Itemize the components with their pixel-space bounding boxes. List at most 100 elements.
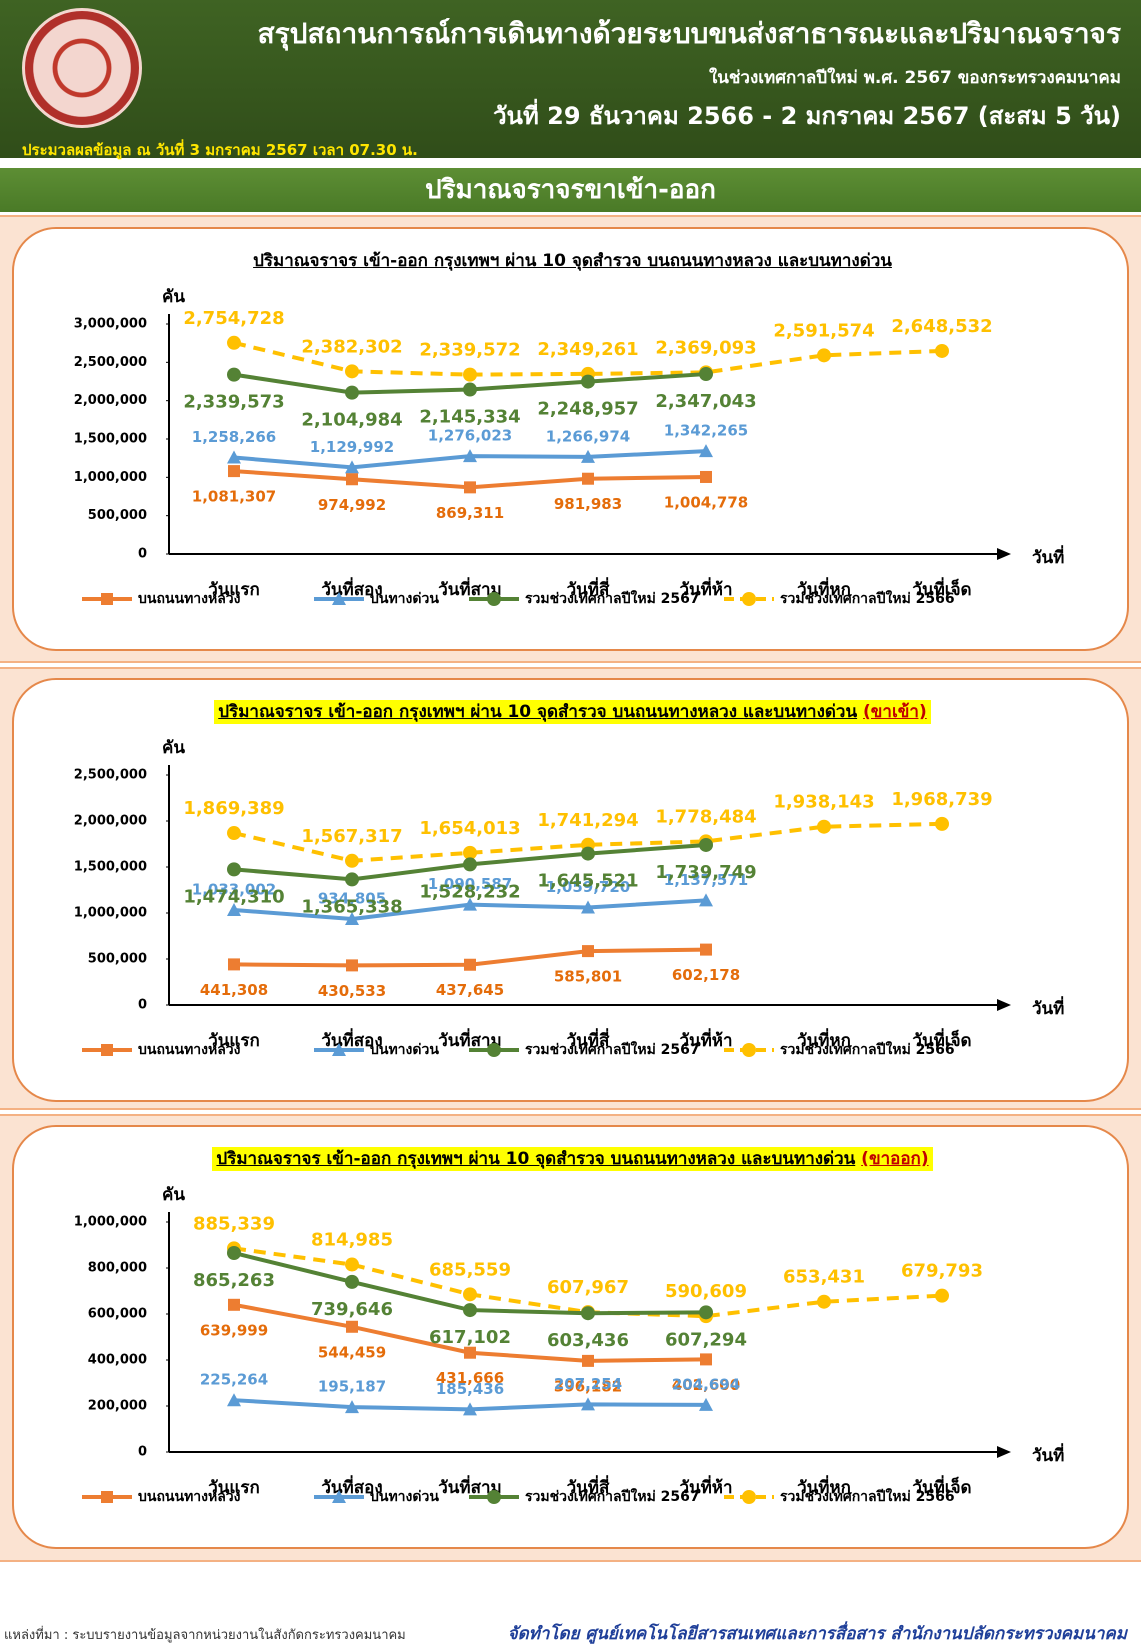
y-axis-label: คัน <box>162 1185 185 1205</box>
legend-marker <box>487 1490 501 1504</box>
data-label: 869,311 <box>436 504 504 522</box>
legend-label: รวมช่วงเทศกาลปีใหม่ 2566 <box>780 589 955 607</box>
legend-item: บนถนนทางหลวง <box>82 1042 241 1058</box>
marker <box>817 819 831 834</box>
chart: คันวันที่ 0 500,000 1,000,000 1,500,000 2,000… <box>74 287 1065 607</box>
data-label: 185,436 <box>436 1380 504 1398</box>
y-tick-label: 2,000,000 <box>74 814 147 829</box>
marker <box>700 470 712 483</box>
legend-marker <box>101 1044 113 1056</box>
data-label: 602,178 <box>672 966 740 984</box>
chart-box: ปริมาณจราจร เข้า-ออก กรุงเทพฯ ผ่าน 10 จุ… <box>12 678 1129 1102</box>
marker <box>227 902 241 916</box>
chart-title-wrap: ปริมาณจราจร เข้า-ออก กรุงเทพฯ ผ่าน 10 จุ… <box>212 1147 933 1171</box>
legend-label: รวมช่วงเทศกาลปีใหม่ 2567 <box>525 1040 700 1058</box>
marker <box>581 846 595 861</box>
x-axis-arrow <box>997 1446 1011 1458</box>
legend-label: บนถนนทางหลวง <box>138 1042 241 1058</box>
data-label: 1,004,778 <box>664 493 748 511</box>
x-tick-label: วันที่สาม <box>438 1475 502 1498</box>
marker <box>699 367 713 382</box>
data-label: 207,254 <box>554 1375 622 1393</box>
data-label: 865,263 <box>193 1270 275 1291</box>
data-label: 1,528,232 <box>419 881 520 902</box>
legend-item: บนทางด่วน <box>314 1042 439 1058</box>
y-tick-label: 2,500,000 <box>74 355 147 370</box>
chart-title-row: ปริมาณจราจร เข้า-ออก กรุงเทพฯ ผ่าน 10 จุ… <box>14 247 1131 274</box>
marker <box>581 900 595 914</box>
marker <box>227 335 241 350</box>
y-tick-label: 1,500,000 <box>74 860 147 875</box>
data-label: 2,347,043 <box>655 391 756 412</box>
x-tick-label: วันที่ห้า <box>679 1475 732 1498</box>
marker <box>228 1298 240 1311</box>
marker <box>345 853 359 868</box>
data-label: 639,999 <box>200 1321 268 1339</box>
marker <box>463 897 477 911</box>
y-tick-label: 500,000 <box>88 508 147 523</box>
legend-marker <box>332 1490 346 1503</box>
marker <box>581 374 595 389</box>
data-label: 974,992 <box>318 496 386 514</box>
legend-item: รวมช่วงเทศกาลปีใหม่ 2567 <box>469 1040 700 1058</box>
y-tick-label: 1,500,000 <box>74 432 147 447</box>
legend-label: รวมช่วงเทศกาลปีใหม่ 2567 <box>525 589 700 607</box>
marker <box>699 893 713 907</box>
chart-title-tag: (ขาเข้า) <box>863 702 927 722</box>
y-tick-label: 0 <box>138 547 147 562</box>
data-label: 1,869,389 <box>183 798 284 819</box>
legend-label: บนทางด่วน <box>370 1042 439 1058</box>
x-tick-label: วันที่หก <box>797 1028 851 1051</box>
data-label: 603,436 <box>547 1330 629 1351</box>
data-label: 1,474,310 <box>183 886 284 907</box>
legend-item: บนถนนทางหลวง <box>82 591 241 607</box>
data-label: 2,104,984 <box>301 410 402 431</box>
marker <box>228 958 240 971</box>
chart-title-wrap: ปริมาณจราจร เข้า-ออก กรุงเทพฯ ผ่าน 10 จุ… <box>253 251 892 271</box>
data-label: 2,648,532 <box>891 316 992 337</box>
data-label: 607,967 <box>547 1277 629 1298</box>
marker <box>463 1402 477 1416</box>
x-tick-label: วันแรก <box>208 580 260 600</box>
legend-item: บนทางด่วน <box>314 591 439 607</box>
data-label: 981,983 <box>554 495 622 513</box>
legend-marker <box>101 593 113 605</box>
header-period: วันที่ 29 ธันวาคม 2566 - 2 มกราคม 2567 (… <box>493 102 1121 130</box>
marker <box>935 1288 949 1303</box>
data-label: 1,081,307 <box>192 488 276 506</box>
marker <box>345 364 359 379</box>
data-label: 814,985 <box>311 1230 393 1251</box>
legend-item: รวมช่วงเทศกาลปีใหม่ 2566 <box>724 589 955 607</box>
x-tick-label: วันแรก <box>208 1031 260 1051</box>
legend-label: บนถนนทางหลวง <box>138 1489 241 1505</box>
data-label: 934,805 <box>318 889 386 907</box>
logo <box>22 8 142 128</box>
header-note: ประมวลผลข้อมูล ณ วันที่ 3 มกราคม 2567 เว… <box>22 141 418 159</box>
legend-marker <box>332 592 346 605</box>
chart-title-tag: (ขาออก) <box>861 1149 929 1169</box>
legend-marker <box>487 1043 501 1057</box>
legend-label: บนทางด่วน <box>370 591 439 607</box>
data-label: 2,248,957 <box>537 399 638 420</box>
marker <box>227 1245 241 1260</box>
marker <box>463 1287 477 1302</box>
marker <box>699 1305 713 1320</box>
footer-credit: จัดทำโดย ศูนย์เทคโนโลยีสารสนเทศและการสื่… <box>507 1624 1127 1644</box>
data-label: 1,567,317 <box>301 826 402 847</box>
marker <box>227 862 241 877</box>
y-tick-label: 2,000,000 <box>74 393 147 408</box>
data-label: 590,609 <box>665 1281 747 1302</box>
legend-label: รวมช่วงเทศกาลปีใหม่ 2566 <box>780 1040 955 1058</box>
legend-item: รวมช่วงเทศกาลปีใหม่ 2567 <box>469 1487 700 1505</box>
y-tick-label: 0 <box>138 998 147 1013</box>
data-label: 195,187 <box>318 1378 386 1396</box>
data-label: 204,694 <box>672 1375 740 1393</box>
legend-marker <box>101 1491 113 1503</box>
data-label: 1,654,013 <box>419 818 520 839</box>
marker <box>228 465 240 478</box>
data-label: 1,258,266 <box>192 428 276 446</box>
data-label: 396,182 <box>554 1377 622 1395</box>
legend-label: รวมช่วงเทศกาลปีใหม่ 2567 <box>525 1487 700 1505</box>
data-label: 885,339 <box>193 1213 275 1234</box>
data-label: 607,294 <box>665 1329 747 1350</box>
